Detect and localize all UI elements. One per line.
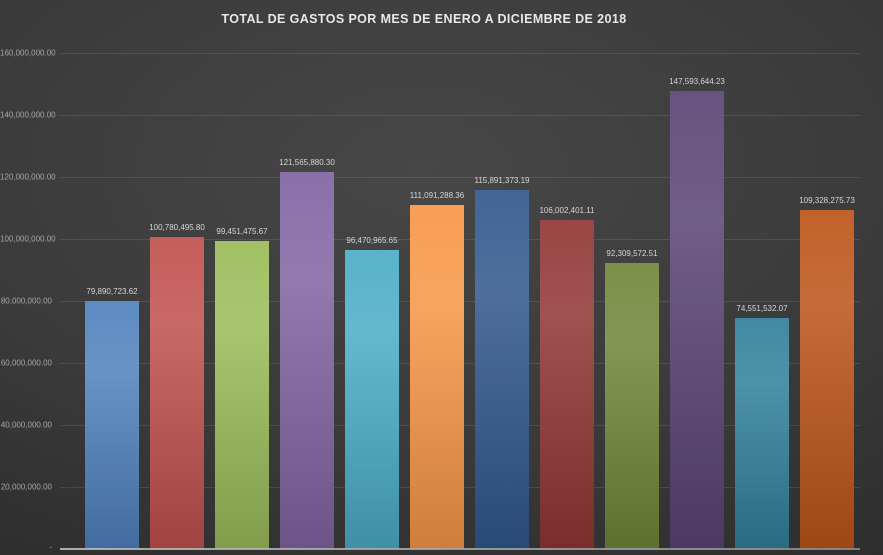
gridline <box>60 115 860 116</box>
bar-month-9 <box>605 263 659 549</box>
y-axis-tick-label: 160,000,000.00 <box>0 48 56 58</box>
x-axis-line <box>60 548 860 550</box>
bar-month-3 <box>215 241 269 549</box>
bar-value-label: 109,328,275.73 <box>799 196 855 205</box>
bar-value-label: 100,780,495.80 <box>149 223 205 232</box>
bar-month-7 <box>475 190 529 549</box>
chart-title: TOTAL DE GASTOS POR MES DE ENERO A DICIE… <box>221 12 627 26</box>
bar-month-12 <box>800 210 854 549</box>
gridline <box>60 53 860 54</box>
bar-month-11 <box>735 318 789 549</box>
bar-value-label: 79,890,723.62 <box>86 287 138 296</box>
y-axis-tick-label: 140,000,000.00 <box>0 110 56 120</box>
bar-month-8 <box>540 220 594 549</box>
bar-value-label: 111,091,288.36 <box>409 191 465 200</box>
bar-value-label: 115,891,373.19 <box>474 176 530 185</box>
bar-value-label: 92,309,572.51 <box>606 249 658 258</box>
bar-month-2 <box>150 237 204 549</box>
bar-month-6 <box>410 205 464 549</box>
bar-month-1 <box>85 301 139 549</box>
bar-value-label: 147,593,644.23 <box>669 77 725 86</box>
y-axis-tick-label: 120,000,000.00 <box>0 172 56 182</box>
y-axis-tick-label: 40,000,000.00 <box>0 420 52 430</box>
gridline <box>60 177 860 178</box>
y-axis-tick-label: 80,000,000.00 <box>0 296 52 306</box>
bar-value-label: 96,470,965.65 <box>346 236 398 245</box>
bar-month-5 <box>345 250 399 549</box>
bar-value-label: 121,565,880.30 <box>279 158 335 167</box>
y-axis-tick-label: 20,000,000.00 <box>0 482 52 492</box>
bar-value-label: 99,451,475.67 <box>216 227 268 236</box>
bar-value-label: 106,002,401.11 <box>539 206 595 215</box>
bar-value-label: 74,551,532.07 <box>736 304 788 313</box>
bar-month-10 <box>670 91 724 549</box>
y-axis-tick-label: 100,000,000.00 <box>0 234 56 244</box>
bar-month-4 <box>280 172 334 549</box>
y-axis-tick-label: 60,000,000.00 <box>0 358 52 368</box>
y-axis-tick-label: - <box>49 542 52 552</box>
